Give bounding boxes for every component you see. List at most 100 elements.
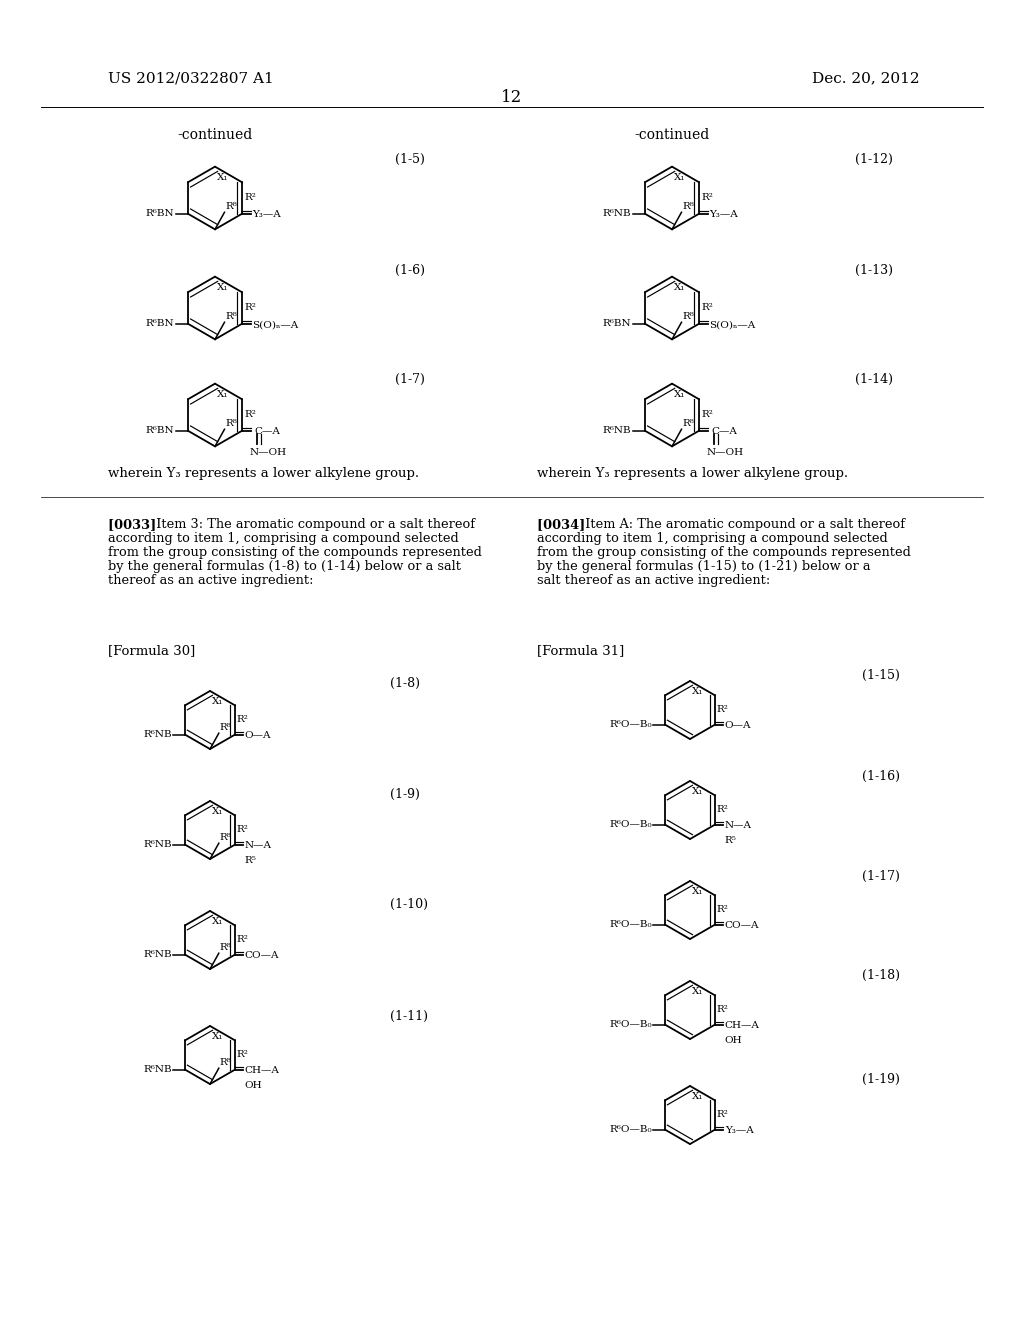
Text: S(O)ₙ—A: S(O)ₙ—A (710, 321, 756, 329)
Text: (1-13): (1-13) (855, 264, 893, 277)
Text: R²: R² (717, 805, 729, 814)
Text: R⁶NB: R⁶NB (143, 1065, 172, 1074)
Text: (1-5): (1-5) (395, 153, 425, 166)
Text: X₁: X₁ (692, 887, 703, 896)
Text: X₁: X₁ (692, 688, 703, 696)
Text: wherein Y₃ represents a lower alkylene group.: wherein Y₃ represents a lower alkylene g… (537, 467, 848, 480)
Text: N—OH: N—OH (707, 447, 743, 457)
Text: X₁: X₁ (212, 1032, 223, 1041)
Text: R⁵: R⁵ (245, 855, 257, 865)
Text: Y₃—A: Y₃—A (725, 1126, 754, 1135)
Text: R²: R² (244, 193, 256, 202)
Text: R⁵: R⁵ (725, 836, 736, 845)
Text: R⁸: R⁸ (683, 420, 694, 428)
Text: X₁: X₁ (674, 173, 685, 182)
Text: CH—A: CH—A (245, 1067, 280, 1074)
Text: Item 3: The aromatic compound or a salt thereof: Item 3: The aromatic compound or a salt … (148, 517, 475, 531)
Text: (1-16): (1-16) (862, 770, 900, 783)
Text: R²: R² (717, 705, 729, 714)
Text: X₁: X₁ (217, 391, 228, 399)
Text: (1-11): (1-11) (390, 1010, 428, 1023)
Text: R⁶O—B₀: R⁶O—B₀ (609, 719, 651, 729)
Text: C—A: C—A (255, 428, 281, 436)
Text: by the general formulas (1-8) to (1-14) below or a salt: by the general formulas (1-8) to (1-14) … (108, 560, 461, 573)
Text: R⁶BN: R⁶BN (145, 209, 174, 218)
Text: OH: OH (245, 1081, 262, 1090)
Text: (1-18): (1-18) (862, 969, 900, 982)
Text: Item A: The aromatic compound or a salt thereof: Item A: The aromatic compound or a salt … (577, 517, 905, 531)
Text: CH—A: CH—A (725, 1020, 760, 1030)
Text: X₁: X₁ (674, 391, 685, 399)
Text: from the group consisting of the compounds represented: from the group consisting of the compoun… (108, 546, 482, 558)
Text: (1-17): (1-17) (862, 870, 900, 883)
Text: OH: OH (725, 1036, 742, 1045)
Text: -continued: -continued (177, 128, 253, 143)
Text: R⁶NB: R⁶NB (143, 950, 172, 960)
Text: (1-8): (1-8) (390, 677, 420, 690)
Text: R⁶NB: R⁶NB (602, 426, 631, 436)
Text: X₁: X₁ (692, 787, 703, 796)
Text: (1-7): (1-7) (395, 374, 425, 385)
Text: C—A: C—A (712, 428, 737, 436)
Text: R⁶NB: R⁶NB (143, 730, 172, 739)
Text: [Formula 30]: [Formula 30] (108, 644, 196, 657)
Text: -continued: -continued (635, 128, 710, 143)
Text: S(O)ₙ—A: S(O)ₙ—A (253, 321, 299, 329)
Text: R²: R² (717, 1005, 729, 1014)
Text: R⁶O—B₀: R⁶O—B₀ (609, 1125, 651, 1134)
Text: X₁: X₁ (212, 807, 223, 816)
Text: thereof as an active ingredient:: thereof as an active ingredient: (108, 574, 313, 587)
Text: R⁶O—B₀: R⁶O—B₀ (609, 1020, 651, 1030)
Text: R²: R² (237, 1049, 249, 1059)
Text: X₁: X₁ (692, 987, 703, 997)
Text: (1-15): (1-15) (862, 669, 900, 682)
Text: [0033]: [0033] (108, 517, 161, 531)
Text: R⁸: R⁸ (225, 202, 238, 211)
Text: (1-14): (1-14) (855, 374, 893, 385)
Text: R²: R² (701, 411, 713, 420)
Text: R⁶NB: R⁶NB (143, 840, 172, 849)
Text: N—A: N—A (245, 841, 271, 850)
Text: R²: R² (717, 1110, 729, 1119)
Text: according to item 1, comprising a compound selected: according to item 1, comprising a compou… (108, 532, 459, 545)
Text: wherein Y₃ represents a lower alkylene group.: wherein Y₃ represents a lower alkylene g… (108, 467, 419, 480)
Text: R⁸: R⁸ (683, 313, 694, 321)
Text: R²: R² (237, 825, 249, 834)
Text: R⁶BN: R⁶BN (145, 319, 174, 329)
Text: R²: R² (701, 193, 713, 202)
Text: R⁸: R⁸ (225, 313, 238, 321)
Text: R⁸: R⁸ (220, 723, 231, 733)
Text: O—A: O—A (725, 721, 752, 730)
Text: R²: R² (244, 304, 256, 313)
Text: R²: R² (244, 411, 256, 420)
Text: R⁸: R⁸ (220, 1059, 231, 1067)
Text: CO—A: CO—A (725, 921, 760, 929)
Text: X₁: X₁ (674, 284, 685, 292)
Text: (1-9): (1-9) (390, 788, 420, 801)
Text: R⁶BN: R⁶BN (602, 319, 631, 329)
Text: R⁶NB: R⁶NB (602, 209, 631, 218)
Text: (1-10): (1-10) (390, 898, 428, 911)
Text: US 2012/0322807 A1: US 2012/0322807 A1 (108, 71, 273, 84)
Text: R²: R² (717, 906, 729, 913)
Text: R⁶O—B₀: R⁶O—B₀ (609, 920, 651, 929)
Text: salt thereof as an active ingredient:: salt thereof as an active ingredient: (537, 574, 770, 587)
Text: [0034]: [0034] (537, 517, 590, 531)
Text: R⁶O—B₀: R⁶O—B₀ (609, 820, 651, 829)
Text: R²: R² (237, 935, 249, 944)
Text: X₁: X₁ (217, 173, 228, 182)
Text: O—A: O—A (245, 731, 271, 741)
Text: according to item 1, comprising a compound selected: according to item 1, comprising a compou… (537, 532, 888, 545)
Text: Y₃—A: Y₃—A (710, 210, 738, 219)
Text: X₁: X₁ (212, 917, 223, 927)
Text: 12: 12 (502, 88, 522, 106)
Text: (1-19): (1-19) (862, 1073, 900, 1086)
Text: R⁸: R⁸ (220, 944, 231, 952)
Text: R⁸: R⁸ (683, 202, 694, 211)
Text: Dec. 20, 2012: Dec. 20, 2012 (812, 71, 920, 84)
Text: R⁸: R⁸ (225, 420, 238, 428)
Text: [Formula 31]: [Formula 31] (537, 644, 625, 657)
Text: R²: R² (237, 715, 249, 723)
Text: by the general formulas (1-15) to (1-21) below or a: by the general formulas (1-15) to (1-21)… (537, 560, 870, 573)
Text: R⁸: R⁸ (220, 833, 231, 842)
